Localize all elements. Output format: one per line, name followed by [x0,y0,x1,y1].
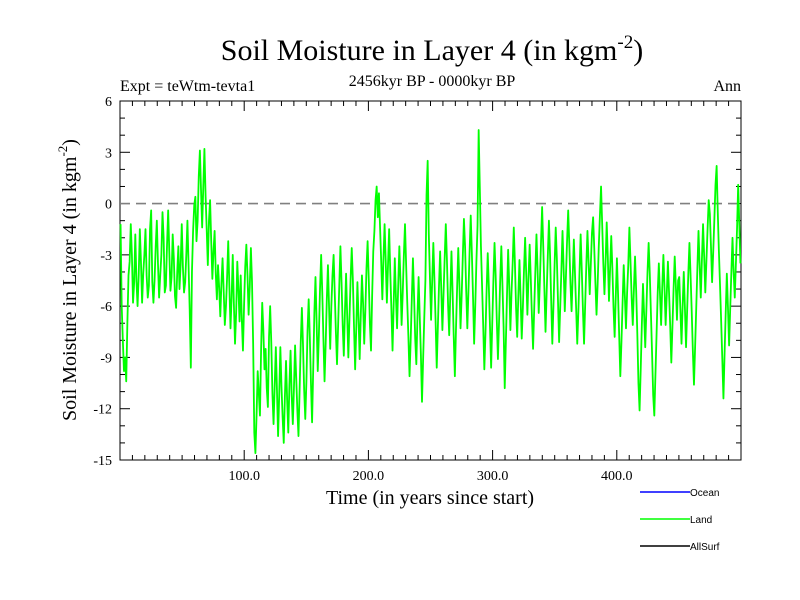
series-line-land [119,129,742,455]
y-axis: 6 3 0 -3 -6 -9 -12 -15 [93,95,741,469]
y-tick-label: -15 [93,454,112,469]
legend-label-land: Land [690,515,712,526]
legend-label-allsurf: AllSurf [690,542,720,553]
y-tick-label: 3 [105,146,112,161]
y-axis-label-superscript: -2 [55,146,70,157]
legend-label-ocean: Ocean [690,488,719,499]
legend: Ocean Land AllSurf [640,488,720,553]
series-layer [119,129,742,455]
x-tick-label: 200.0 [353,469,385,484]
y-axis-label: Soil Moisture in Layer 4 (in kgm-2) [55,139,81,421]
x-tick-label: 300.0 [477,469,509,484]
y-tick-label: -12 [93,403,112,418]
x-axis-label: Time (in years since start) [326,487,534,509]
x-tick-label: 100.0 [228,469,260,484]
chart-title-superscript: -2 [617,32,633,53]
y-tick-label: -6 [100,300,112,315]
season-label: Ann [713,78,741,95]
y-tick-label: 6 [105,95,112,110]
experiment-label: Expt = teWtm-tevta1 [120,78,255,95]
chart-title: Soil Moisture in Layer 4 (in kgm-2) [221,32,643,67]
y-tick-label: -9 [100,351,112,366]
y-tick-label: -3 [100,249,112,264]
y-tick-label: 0 [105,198,112,213]
period-label: 2456kyr BP - 0000kyr BP [349,73,516,90]
x-axis: 100.0 200.0 300.0 400.0 [131,101,730,484]
x-tick-label: 400.0 [601,469,633,484]
